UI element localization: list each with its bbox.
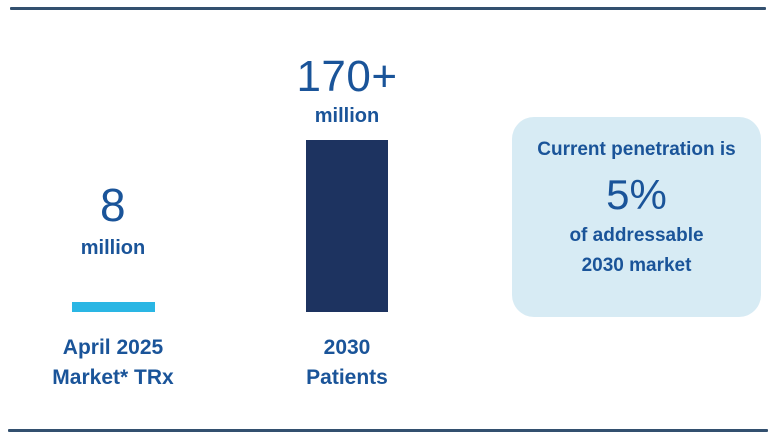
bar1-unit: million — [80, 237, 146, 259]
bar2-category-line1: 2030 — [323, 336, 371, 359]
bar2-value: 170+ — [296, 52, 398, 101]
bar1-cyan-bar — [72, 302, 155, 312]
bar2-category-label: 2030 Patients — [252, 333, 442, 393]
callout-stat-value: 5% — [606, 171, 667, 218]
callout-intro-text: Current penetration is — [537, 139, 736, 160]
top-divider-rule — [10, 7, 766, 10]
bottom-divider-rule — [8, 429, 768, 432]
bar2-unit: million — [314, 105, 380, 127]
bar1-category-label: April 2025 Market* TRx — [18, 333, 208, 393]
penetration-callout-box: Current penetration is 5% of addressable… — [512, 117, 761, 317]
bar2-category-line2: Patients — [306, 366, 388, 389]
bar1-category-line2: Market* TRx — [52, 366, 174, 389]
bar1-value: 8 — [99, 179, 127, 231]
bar2-navy-bar — [306, 140, 388, 312]
bar1-category-line1: April 2025 — [62, 336, 164, 359]
callout-detail-line1: of addressable — [569, 225, 704, 246]
callout-detail-line2: 2030 market — [581, 255, 692, 276]
